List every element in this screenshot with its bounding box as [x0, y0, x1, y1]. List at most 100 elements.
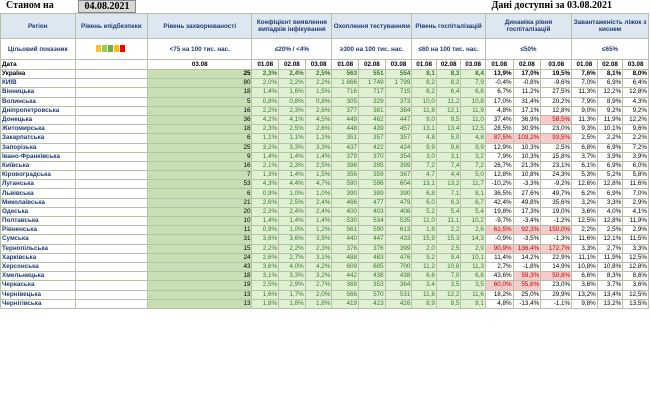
table-row: Дніпропетровська 16 2,2% 2,3% 2,6% 377 381 384 1… [0, 105, 649, 116]
detection-cell: 2,0% [251, 78, 280, 89]
hosp-cell: 2,5 [435, 243, 462, 254]
level-cell [74, 206, 149, 218]
region-name: Чернігівська [0, 298, 76, 309]
table-row: Донецька 36 4,2% 4,1% 4,5% 449 462 447 9,0 9,5 11,… [0, 114, 649, 126]
beds-cell: 2,5% [596, 225, 624, 236]
detection-cell: 2,7% [304, 280, 333, 291]
detection-cell: 1,6% [251, 289, 280, 300]
testing-cell: 466 [331, 197, 360, 208]
hosp-cell: 6,6 [411, 271, 437, 282]
detection-cell: 0,8% [251, 96, 280, 107]
hosp-cell: 8,1 [460, 188, 486, 199]
detection-cell: 2,7% [278, 252, 306, 263]
hosp-cell: 4,4 [435, 170, 462, 181]
table-row: Запорізька 25 3,2% 3,3% 3,3% 437 422 424 9,9 9,6 9… [0, 142, 649, 153]
dynamics-cell: 49,7% [540, 188, 573, 199]
target-incidence: <75 на 100 тис. нас. [147, 38, 253, 60]
level-cell [74, 188, 149, 199]
testing-cell: 364 [384, 280, 413, 291]
testing-cell: 531 [384, 289, 413, 300]
testing-cell: 353 [358, 280, 386, 291]
dynamics-cell: -1,3% [540, 234, 573, 245]
dynamics-cell: 13,9% [484, 68, 514, 80]
level-cell [74, 160, 149, 172]
beds-cell: 4,0% [596, 206, 624, 218]
hosp-cell: 11,0 [411, 215, 437, 227]
table-row: Вінницька 18 1,4% 1,6% 1,5% 716 717 715 6,2 6,4 6,… [0, 87, 649, 98]
testing-cell: 329 [358, 96, 386, 107]
testing-cell: 483 [358, 252, 386, 263]
beds-cell: 3,7% [571, 151, 598, 162]
hosp-cell: 11,3 [460, 261, 486, 273]
level-cell [74, 280, 149, 291]
incidence-cell: 15 [147, 243, 253, 254]
testing-cell: 439 [358, 124, 386, 135]
testing-cell: 356 [331, 170, 360, 181]
region-name: КИЇВ [0, 78, 76, 89]
hosp-cell: 6,6 [460, 271, 486, 282]
detection-cell: 1,5% [304, 87, 333, 98]
beds-cell: 11,9% [596, 114, 624, 126]
testing-cell: 422 [358, 142, 386, 153]
incidence-cell: 13 [147, 289, 253, 300]
date-beds-1: 01.08 [571, 59, 598, 70]
detection-cell: 1,1% [304, 133, 333, 144]
beds-cell: 4,1% [622, 206, 649, 218]
beds-cell: 3,9% [596, 151, 624, 162]
dynamics-cell: 92,3% [512, 225, 542, 236]
hosp-cell: 4,8 [460, 133, 486, 144]
table-row: Україна 25 2,3% 2,4% 2,5% 563 551 554 8,1 8,3 8,4 1… [0, 68, 649, 80]
level-cell [74, 124, 149, 135]
beds-cell: 11,6% [571, 234, 598, 245]
beds-cell: 12,1% [596, 234, 624, 245]
beds-cell: 8,9% [596, 96, 624, 107]
hosp-cell: 6,7 [460, 197, 486, 208]
beds-cell: 3,3% [596, 197, 624, 208]
dynamics-cell: 10,3% [512, 142, 542, 153]
dynamics-cell: 87,5% [484, 133, 514, 144]
date-test-3: 03.08 [384, 59, 413, 70]
target-detection: ≤20% / <4% [251, 38, 333, 60]
detection-cell: 3,6% [251, 234, 280, 245]
level-cell [74, 142, 149, 153]
hosp-cell: 9,2 [411, 252, 437, 263]
beds-cell: 12,6% [571, 179, 598, 190]
region-name: Дніпропетровська [0, 105, 76, 116]
dynamics-cell: 2,7% [484, 261, 514, 273]
hosp-cell: 9,9 [411, 142, 437, 153]
detection-cell: 3,6% [278, 234, 306, 245]
detection-cell: 2,4% [304, 197, 333, 208]
beds-cell: 11,9% [596, 252, 624, 263]
detection-cell: 2,3% [304, 243, 333, 254]
level-cell [74, 215, 149, 227]
region-name: Житомирська [0, 124, 76, 135]
incidence-cell: 19 [147, 280, 253, 291]
detection-cell: 1,4% [278, 170, 306, 181]
level-cell [74, 289, 149, 300]
dynamics-cell: 90,9% [484, 243, 514, 254]
detection-cell: 3,3% [278, 142, 306, 153]
detection-cell: 2,3% [251, 68, 280, 80]
report-header: Станом на 04.08.2021 Дані доступні за 03… [0, 0, 650, 13]
dynamics-cell: -1,8% [512, 261, 542, 273]
dynamics-cell: -10,2% [484, 179, 514, 190]
testing-cell: 438 [384, 271, 413, 282]
beds-cell: 2,2% [622, 133, 649, 144]
level-cell [74, 170, 149, 181]
dynamics-cell: -3,4% [512, 215, 542, 227]
beds-cell: 3,3% [571, 243, 598, 254]
testing-cell: 419 [331, 298, 360, 309]
dynamics-cell: 23,1% [540, 160, 573, 172]
dynamics-cell: -13,4% [512, 298, 542, 309]
beds-cell: 7,6% [571, 68, 598, 80]
hosp-cell: 11,2 [411, 261, 437, 273]
hosp-cell: 11,6 [411, 289, 437, 300]
beds-cell: 12,5% [571, 215, 598, 227]
beds-cell: 13,4% [596, 289, 624, 300]
beds-cell: 3,6% [571, 280, 598, 291]
detection-cell: 2,2% [251, 243, 280, 254]
incidence-cell: 25 [147, 68, 253, 80]
hosp-cell: 7,2 [460, 160, 486, 172]
testing-cell: 609 [331, 261, 360, 273]
testing-cell: 570 [358, 289, 386, 300]
